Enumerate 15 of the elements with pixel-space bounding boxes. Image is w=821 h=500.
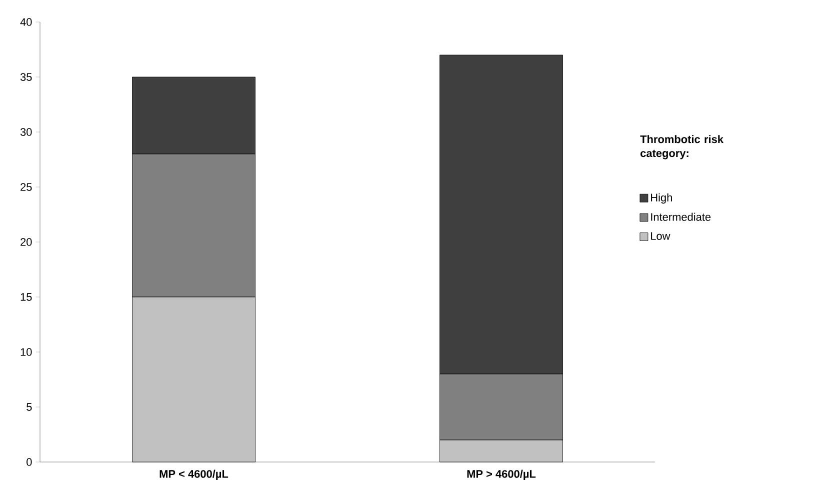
- legend-label: Intermediate: [651, 212, 711, 221]
- legend-title: Thrombotic risk category:: [640, 135, 724, 160]
- y-tick-label: 0: [26, 458, 32, 466]
- y-tick-label: 5: [26, 403, 32, 411]
- y-tick-label: 40: [20, 18, 32, 26]
- y-tick-label: 10: [20, 348, 32, 356]
- y-tick-label: 20: [20, 238, 32, 246]
- y-tick-label: 30: [20, 128, 32, 136]
- legend-label: Low: [651, 232, 670, 240]
- y-tick-label: 35: [20, 73, 32, 81]
- legend-label: High: [651, 193, 672, 204]
- y-tick-label: 15: [20, 293, 32, 301]
- y-tick-label: 25: [20, 183, 32, 191]
- x-tick-label: MP < 4600/µL: [160, 470, 228, 480]
- x-tick-label: MP > 4600/µL: [467, 470, 536, 480]
